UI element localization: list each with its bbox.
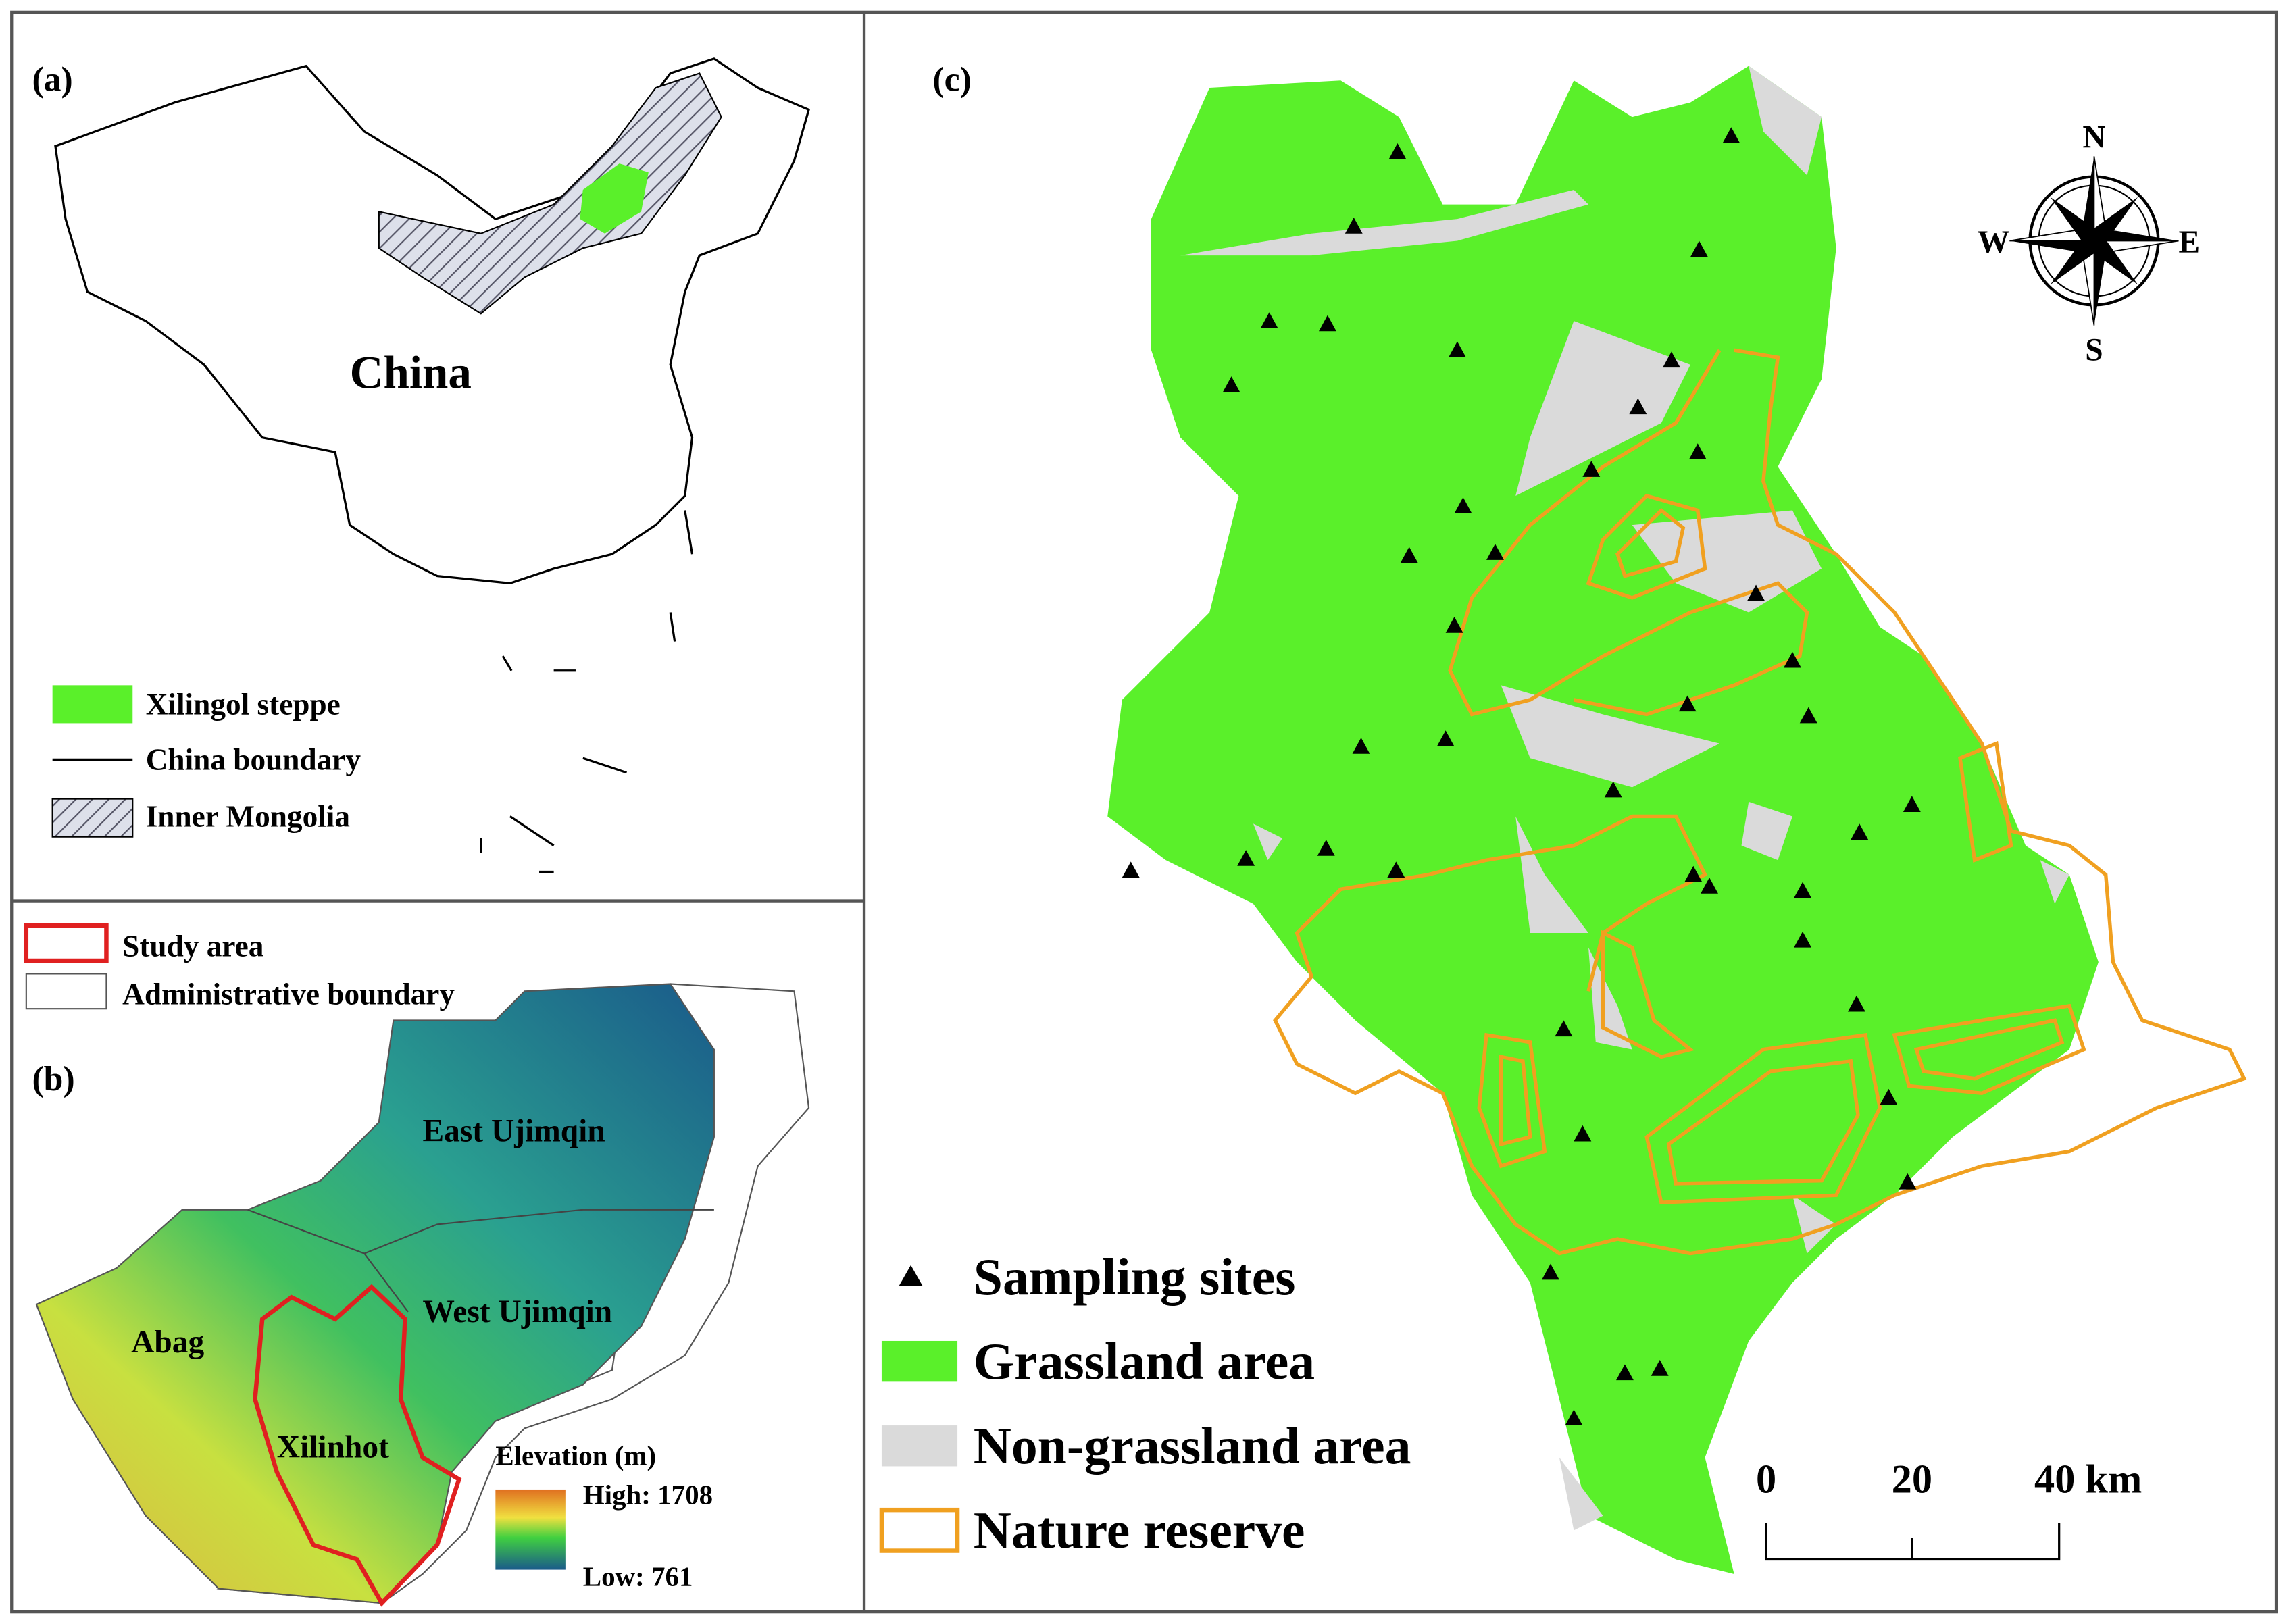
frame [10, 10, 2278, 1614]
sampling-site [1688, 443, 1707, 460]
legend-swatch [24, 923, 109, 963]
legend-label: Study area [122, 930, 263, 963]
sampling-site [1122, 861, 1140, 878]
sampling-site [1784, 651, 1801, 668]
sampling-site [1615, 1364, 1634, 1381]
legend-label: China boundary [146, 742, 361, 776]
sampling-site [1851, 823, 1869, 840]
legend-label: Xilingol steppe [146, 687, 341, 721]
sampling-site [1903, 796, 1921, 812]
scale-bar [1765, 1523, 2061, 1561]
sampling-site [1722, 127, 1740, 143]
sampling-site [1448, 341, 1466, 358]
sampling-site [1663, 351, 1680, 368]
sampling-site [1565, 1409, 1583, 1426]
panel-a: (a) China Xilingol steppe China boundary… [32, 57, 811, 873]
sampling-site [1445, 616, 1463, 633]
sampling-site [1436, 730, 1455, 746]
legend-swatch [881, 1340, 958, 1382]
legend-title: Elevation (m) [495, 1440, 656, 1471]
sampling-site [1678, 695, 1697, 712]
islands [480, 510, 694, 873]
legend-label: Administrative boundary [122, 978, 455, 1011]
sampling-site [1317, 839, 1335, 856]
legend-label: Sampling sites [974, 1248, 1296, 1306]
sampling-site [1794, 882, 1812, 898]
sampling-site [1747, 584, 1765, 601]
sampling-site [1629, 398, 1647, 415]
study-area [253, 1284, 462, 1607]
sampling-site [1794, 931, 1812, 948]
sampling-site [1387, 861, 1405, 878]
sampling-site [1555, 1020, 1573, 1037]
sampling-site [1690, 240, 1708, 257]
region-label: Xilinhot [277, 1430, 389, 1465]
compass: N E S W [1978, 120, 2200, 367]
sampling-site [1454, 497, 1472, 513]
region-label: Abag [131, 1325, 204, 1360]
sampling-site [1541, 1263, 1559, 1280]
legend-swatch [881, 1425, 958, 1467]
panel-c: (c) N E S W Sampling sites Grassland are… [879, 60, 2247, 1575]
sampling-site [1400, 547, 1418, 563]
legend-swatch [25, 973, 107, 1010]
legend-label: Low: 761 [583, 1560, 693, 1592]
sampling-site [1352, 737, 1370, 754]
panel-label: (c) [932, 60, 971, 99]
sampling-site [1582, 461, 1601, 477]
sampling-site [1651, 1359, 1669, 1376]
compass-label: N [2082, 120, 2105, 155]
panel-label: (b) [32, 1060, 74, 1098]
sampling-site [1684, 865, 1703, 882]
nature-reserve [1273, 348, 2247, 1256]
legend-label: Nature reserve [974, 1501, 1305, 1559]
region-label: East Ujimqin [422, 1113, 605, 1148]
legend-swatch [51, 798, 134, 838]
scale-label: 0 [1756, 1456, 1776, 1502]
sampling-site [1604, 781, 1622, 798]
sampling-site [1237, 850, 1255, 866]
legend-swatch [899, 1265, 923, 1286]
scale-label: 40 km [2034, 1456, 2142, 1502]
grassland-area [1107, 66, 2099, 1575]
panel-label: (a) [32, 60, 72, 99]
sampling-site [1388, 143, 1407, 159]
sampling-site [1486, 544, 1504, 560]
region-label: West Ujimqin [422, 1294, 612, 1329]
inner-mongolia [378, 72, 722, 315]
compass-label: S [2085, 332, 2103, 367]
legend-swatch [52, 685, 133, 724]
xilingol-steppe [580, 163, 649, 234]
compass-label: E [2179, 225, 2201, 260]
sampling-site [1318, 315, 1336, 332]
legend-label: Grassland area [974, 1332, 1315, 1390]
legend-label: Non-grassland area [974, 1417, 1411, 1475]
sampling-site [1899, 1173, 1917, 1190]
sampling-site [1701, 878, 1718, 894]
scale-label: 20 [1892, 1456, 1932, 1502]
legend-swatch [879, 1507, 960, 1553]
legend-label: High: 1708 [583, 1479, 713, 1511]
elevation-bar [495, 1489, 566, 1570]
sampling-site [1222, 376, 1240, 392]
admin-boundary [247, 1209, 714, 1313]
panel-b: Study area Administrative boundary (b) E… [24, 923, 810, 1607]
sampling-site [1847, 995, 1865, 1012]
legend-label: Inner Mongolia [146, 800, 350, 834]
sampling-site [1799, 707, 1817, 724]
sampling-site [1345, 217, 1363, 234]
elevation-map [35, 983, 715, 1604]
sampling-site [1260, 312, 1278, 328]
compass-label: W [1978, 225, 2009, 260]
country-label: China [350, 346, 472, 398]
sampling-site [1880, 1088, 1898, 1105]
sampling-site [1574, 1125, 1592, 1142]
